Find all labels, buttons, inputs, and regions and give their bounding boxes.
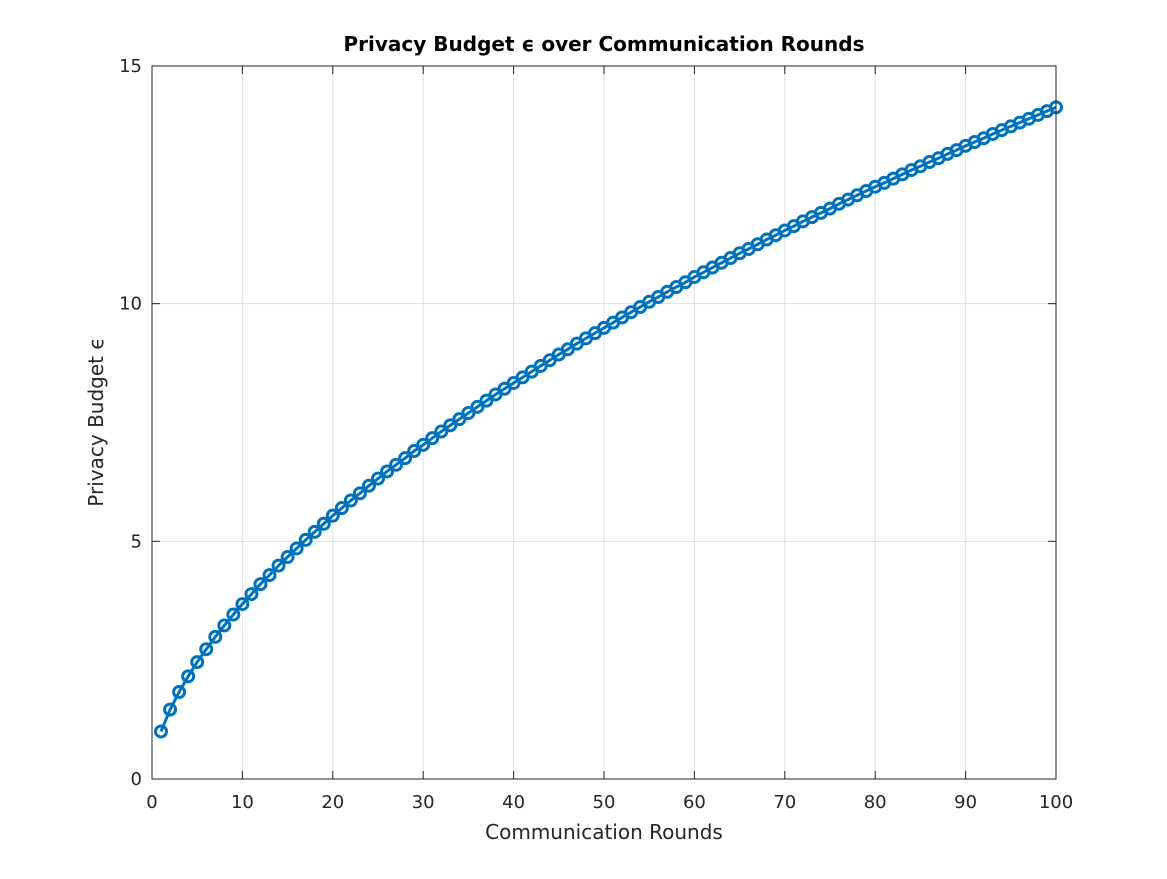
x-tick-label: 90: [954, 792, 977, 813]
data-point: [163, 702, 178, 717]
data-point: [380, 464, 395, 479]
data-point: [307, 524, 322, 539]
x-tick-label: 50: [593, 792, 616, 813]
data-point: [172, 685, 187, 700]
data-point: [452, 412, 467, 427]
data-point: [280, 550, 295, 565]
data-point: [389, 457, 404, 472]
data-point: [479, 393, 494, 408]
data-point: [470, 399, 485, 414]
data-point: [289, 541, 304, 556]
data-point: [371, 471, 385, 486]
x-tick-label: 70: [773, 792, 796, 813]
x-axis-label: Communication Rounds: [485, 820, 723, 844]
data-point: [343, 493, 358, 508]
data-point: [461, 405, 476, 420]
data-point: [235, 597, 250, 612]
chart-title: Privacy Budget ϵ over Communication Roun…: [344, 32, 865, 56]
data-point: [253, 577, 268, 592]
data-point: [244, 587, 259, 602]
data-point: [325, 508, 340, 523]
data-point: [154, 724, 169, 739]
x-tick-label: 40: [502, 792, 525, 813]
x-tick-label: 30: [412, 792, 435, 813]
data-point: [226, 607, 241, 622]
grid: [152, 66, 1056, 779]
ticks: 0 10 20 30 40 50 60 70 80 90 100 0 5 10 15: [119, 56, 1073, 813]
data-point: [262, 568, 277, 583]
data-point: [181, 669, 196, 684]
x-tick-label: 20: [321, 792, 344, 813]
data-point: [443, 418, 458, 433]
data-point: [217, 618, 232, 633]
y-tick-label: 0: [131, 769, 142, 790]
data-point: [190, 655, 205, 670]
data-point: [434, 424, 449, 439]
y-tick-label: 5: [131, 531, 142, 552]
y-tick-label: 15: [119, 56, 142, 77]
y-tick-label: 10: [119, 294, 142, 315]
data-point: [407, 444, 422, 459]
data-point: [425, 431, 440, 446]
data-point: [208, 629, 223, 644]
x-tick-label: 100: [1039, 792, 1073, 813]
data-point: [199, 642, 214, 657]
data-point: [361, 478, 376, 493]
data-point: [316, 516, 331, 531]
data-point: [271, 558, 286, 573]
data-point: [298, 532, 313, 547]
data-point: [416, 437, 431, 452]
data-point: [398, 451, 413, 466]
x-tick-label: 10: [231, 792, 254, 813]
series-layer: [154, 100, 1063, 739]
x-tick-label: 0: [146, 792, 157, 813]
data-point: [352, 486, 367, 501]
x-tick-label: 80: [864, 792, 887, 813]
y-axis-label: Privacy Budget ϵ: [84, 337, 108, 506]
data-point: [334, 501, 349, 516]
x-tick-label: 60: [683, 792, 706, 813]
